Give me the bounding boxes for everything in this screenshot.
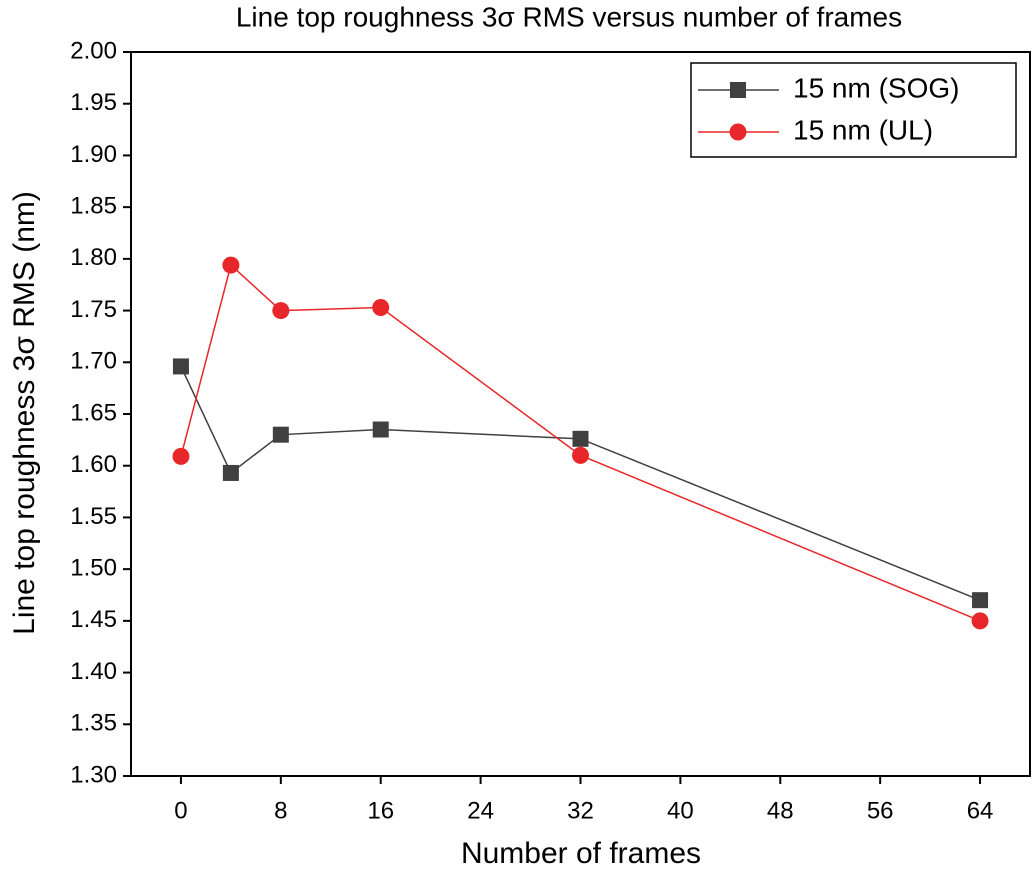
marker bbox=[572, 446, 589, 464]
chart-title: Line top roughness 3σ RMS versus number … bbox=[236, 1, 902, 32]
legend: 15 nm (SOG) 15 nm (UL) bbox=[690, 62, 1017, 158]
y-tick-label: 1.60 bbox=[70, 451, 117, 478]
x-tick-label: 24 bbox=[467, 797, 494, 824]
marker bbox=[971, 612, 989, 630]
legend-label: 15 nm (UL) bbox=[793, 114, 933, 145]
x-tick-label: 40 bbox=[667, 797, 694, 824]
x-tick-label: 0 bbox=[174, 797, 187, 824]
marker bbox=[172, 358, 189, 375]
marker bbox=[272, 302, 290, 320]
y-tick-label: 1.55 bbox=[70, 503, 117, 530]
series-line bbox=[180, 263, 981, 622]
series-line bbox=[180, 366, 981, 601]
marker bbox=[730, 82, 746, 98]
y-tick-label: 1.65 bbox=[70, 399, 117, 426]
marker bbox=[372, 298, 390, 316]
plot-frame bbox=[130, 51, 1031, 777]
y-tick-label: 1.75 bbox=[70, 296, 117, 323]
x-tick-label: 16 bbox=[367, 797, 394, 824]
y-tick-label: 1.40 bbox=[70, 658, 117, 685]
y-tick-label: 1.30 bbox=[70, 761, 117, 788]
x-tick-label: 48 bbox=[767, 797, 794, 824]
y-tick-label: 1.45 bbox=[70, 606, 117, 633]
marker bbox=[272, 426, 289, 443]
marker bbox=[372, 421, 389, 438]
legend-box bbox=[690, 62, 1017, 158]
marker bbox=[222, 464, 239, 481]
x-axis-label: Number of frames bbox=[461, 837, 701, 870]
legend-label: 15 nm (SOG) bbox=[793, 72, 959, 103]
y-tick-label: 1.70 bbox=[70, 348, 117, 375]
y-tick-label: 1.80 bbox=[70, 244, 117, 271]
y-axis-label: Line top roughness 3σ RMS (nm) bbox=[8, 191, 41, 635]
marker bbox=[172, 447, 190, 465]
x-tick-label: 64 bbox=[967, 797, 994, 824]
y-tick-label: 1.85 bbox=[70, 192, 117, 219]
marker bbox=[729, 123, 747, 141]
x-tick-label: 56 bbox=[867, 797, 894, 824]
marker bbox=[572, 430, 589, 447]
marker bbox=[972, 592, 989, 609]
y-tick-label: 2.00 bbox=[70, 37, 117, 64]
x-tick-label: 32 bbox=[567, 797, 594, 824]
x-tick-label: 8 bbox=[274, 797, 287, 824]
marker bbox=[222, 256, 240, 274]
y-tick-label: 1.50 bbox=[70, 554, 117, 581]
y-tick-label: 1.90 bbox=[70, 141, 117, 168]
y-tick-label: 1.35 bbox=[70, 710, 117, 737]
y-tick-label: 1.95 bbox=[70, 89, 117, 116]
